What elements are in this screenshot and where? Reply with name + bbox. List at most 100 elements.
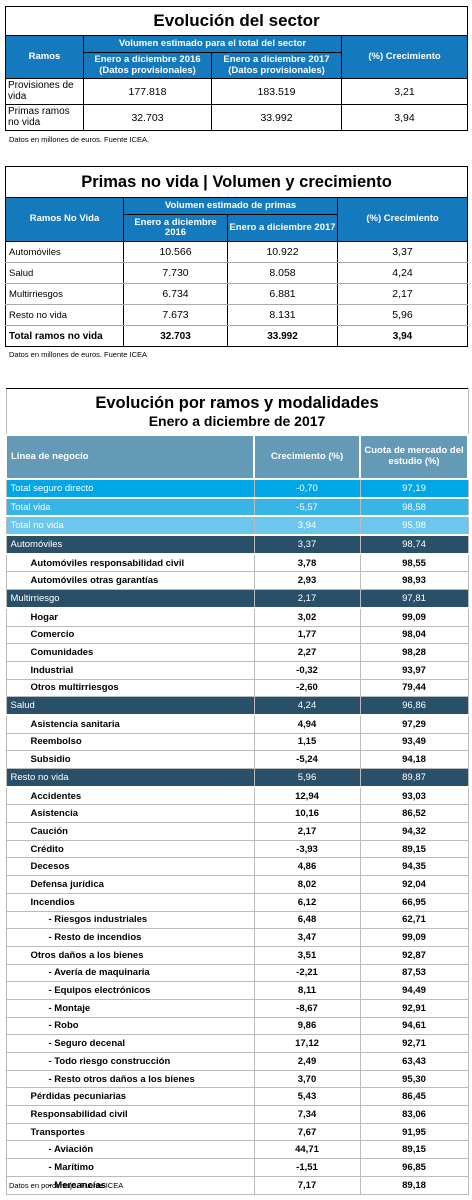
non-life-premiums-table: Primas no vida | Volumen y crecimiento R…	[4, 166, 469, 347]
column-header-crecimiento: Crecimiento (%)	[253, 434, 361, 480]
table-row: Industrial -0,32 93,97	[5, 661, 469, 680]
value-cuota: 92,04	[359, 875, 469, 894]
table-row: - Seguro decenal 17,12 92,71	[5, 1034, 469, 1053]
value-crecimiento: 2,17	[253, 822, 361, 841]
value-2017: 8.058	[227, 262, 338, 284]
table-title: Evolución por ramos y modalidades	[5, 388, 469, 413]
value-crecimiento: 3,02	[253, 607, 361, 627]
row-label: - Avería de maquinaria	[5, 964, 255, 983]
table-row: Provisiones de vida 177.818 183.519 3,21	[5, 78, 469, 105]
row-label: Automóviles	[5, 241, 124, 263]
value-crecimiento: -2,60	[253, 679, 361, 698]
value-crecimiento: 4,24	[336, 262, 469, 284]
section-row: Total no vida 3,94 95,98	[5, 516, 469, 537]
table-row: - Robo 9,86 94,61	[5, 1017, 469, 1036]
value-2016: 6.734	[123, 283, 228, 305]
table-row: - Todo riesgo construcción 2,49 63,43	[5, 1052, 469, 1071]
table-row: - Avería de maquinaria -2,21 87,53	[5, 964, 469, 983]
row-label: Asistencia	[5, 804, 255, 824]
value-crecimiento: 3,37	[336, 241, 469, 263]
value-crecimiento: 2,17	[253, 589, 361, 609]
row-label: Asistencia sanitaria	[5, 714, 255, 734]
value-crecimiento: -8,67	[253, 999, 361, 1018]
value-cuota: 83,06	[359, 1105, 469, 1124]
section-row: Automóviles 3,37 98,74	[5, 535, 469, 555]
table-row: Asistencia 10,16 86,52	[5, 804, 469, 824]
row-label: - Riesgos industriales	[5, 911, 255, 930]
table-row: Accidentes 12,94 93,03	[5, 786, 469, 806]
value-cuota: 89,87	[359, 768, 469, 788]
row-label: Total vida	[5, 497, 255, 518]
value-crecimiento: 6,12	[253, 893, 361, 912]
value-crecimiento: 4,86	[253, 857, 361, 877]
table-row: - Marítimo -1,51 96,85	[5, 1158, 469, 1177]
value-crecimiento: 3,47	[253, 928, 361, 947]
value-crecimiento: 4,94	[253, 714, 361, 734]
value-2017: 10.922	[227, 241, 338, 263]
value-2017: 183.519	[211, 78, 342, 105]
table-row: - Resto otros daños a los bienes 3,70 95,3…	[5, 1070, 469, 1089]
table-row: Primas ramos no vida 32.703 33.992 3,94	[5, 104, 469, 131]
total-crecimiento: 3,94	[336, 325, 469, 347]
value-2017: 6.881	[227, 283, 338, 305]
value-cuota: 94,61	[359, 1017, 469, 1036]
value-crecimiento: 44,71	[253, 1140, 361, 1160]
value-crecimiento: -0,32	[253, 661, 361, 680]
row-label: Responsabilidad civil	[5, 1105, 255, 1124]
column-header-ramos: Ramos No Vida	[5, 197, 124, 242]
source-note: Datos en millones de euros. Fuente ICEA.	[9, 135, 150, 144]
value-cuota: 94,35	[359, 857, 469, 877]
value-cuota: 96,86	[359, 696, 469, 716]
row-label: - Robo	[5, 1017, 255, 1036]
value-cuota: 99,09	[359, 928, 469, 947]
value-crecimiento: 7,67	[253, 1123, 361, 1142]
value-cuota: 86,45	[359, 1087, 469, 1107]
value-2017: 8.131	[227, 304, 338, 326]
value-cuota: 79,44	[359, 679, 469, 698]
table-row: Multirriesgos 6.734 6.881 2,17	[5, 283, 469, 305]
value-crecimiento: 7,34	[253, 1105, 361, 1124]
table-row: Otros daños a los bienes 3,51 92,87	[5, 946, 469, 965]
column-header-2017: Enero a diciembre 2017	[227, 214, 338, 242]
row-label: - Marítimo	[5, 1158, 255, 1177]
total-row: Total ramos no vida 32.703 33.992 3,94	[5, 325, 469, 347]
value-crecimiento: 1,15	[253, 733, 361, 752]
total-2017: 33.992	[227, 325, 338, 347]
table-row: Resto no vida 7.673 8.131 5,96	[5, 304, 469, 326]
value-crecimiento: 9,86	[253, 1017, 361, 1036]
table-row: Pérdidas pecuniarias 5,43 86,45	[5, 1087, 469, 1107]
value-crecimiento: 17,12	[253, 1034, 361, 1053]
column-header-volumen: Volumen estimado de primas	[123, 197, 338, 215]
row-label: Subsidio	[5, 750, 255, 769]
column-header-volumen: Volumen estimado para el total del secto…	[83, 35, 342, 53]
value-cuota: 96,85	[359, 1158, 469, 1177]
row-label: Accidentes	[5, 786, 255, 806]
table-row: Reembolso 1,15 93,49	[5, 733, 469, 752]
value-2016: 7.673	[123, 304, 228, 326]
value-cuota: 66,95	[359, 893, 469, 912]
table-row: - Resto de incendios 3,47 99,09	[5, 928, 469, 947]
table-row: Incendios 6,12 66,95	[5, 893, 469, 912]
value-cuota: 89,18	[359, 1176, 469, 1195]
value-cuota: 92,71	[359, 1034, 469, 1053]
value-crecimiento: 1,77	[253, 626, 361, 645]
value-crecimiento: 2,27	[253, 643, 361, 662]
value-cuota: 95,30	[359, 1070, 469, 1089]
section-row: Salud 4,24 96,86	[5, 696, 469, 716]
column-header-2017: Enero a diciembre 2017 (Datos provisiona…	[211, 52, 342, 79]
column-header-cuota: Cuota de mercado del estudio (%)	[358, 434, 470, 480]
table-row: Salud 7.730 8.058 4,24	[5, 262, 469, 284]
value-crecimiento: -2,21	[253, 964, 361, 983]
row-label: Otros daños a los bienes	[5, 946, 255, 965]
row-label: Automóviles otras garantías	[5, 571, 255, 591]
row-label: - Equipos electrónicos	[5, 981, 255, 1000]
value-cuota: 92,91	[359, 999, 469, 1018]
row-label: Total seguro directo	[5, 479, 255, 499]
table-title: Evolución del sector	[4, 6, 469, 36]
table-row: Transportes 7,67 91,95	[5, 1123, 469, 1142]
table-row: - Riesgos industriales 6,48 62,71	[5, 911, 469, 930]
row-label: Transportes	[5, 1123, 255, 1142]
value-cuota: 98,93	[359, 571, 469, 591]
column-header-2016: Enero a diciembre 2016	[123, 214, 228, 242]
value-2017: 33.992	[211, 104, 342, 131]
